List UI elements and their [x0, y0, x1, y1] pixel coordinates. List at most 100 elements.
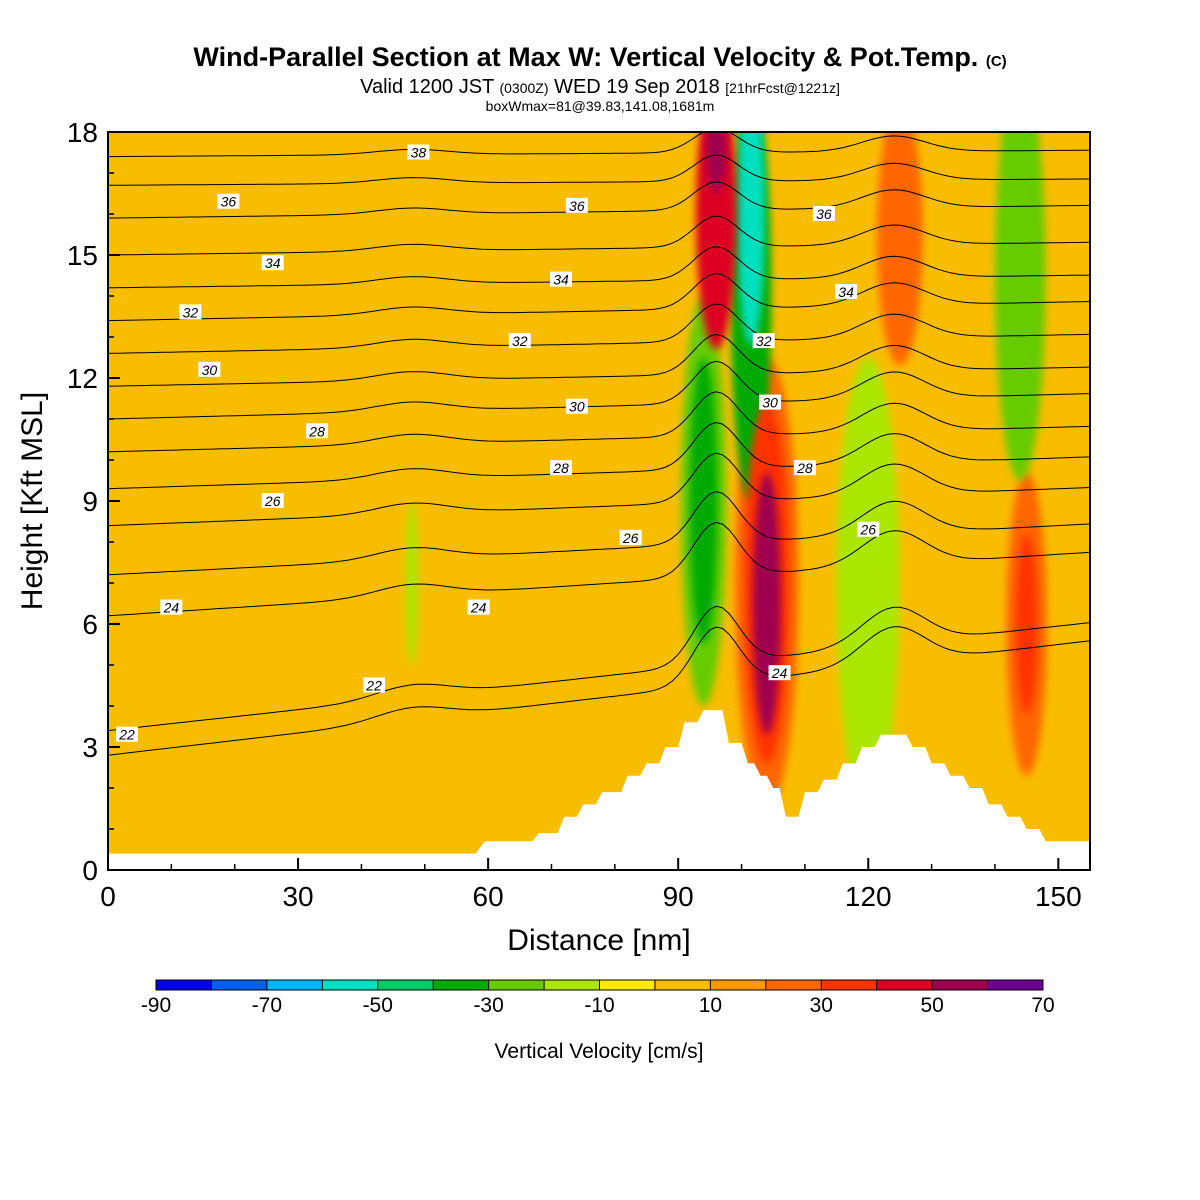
theta-contour-32	[108, 272, 1090, 322]
theta-contour-33	[108, 246, 1090, 289]
x-tick-label-0: 0	[100, 881, 116, 912]
colorbar-swatch-13	[821, 980, 878, 990]
contour-label-text: 24	[163, 600, 180, 616]
contour-label-box	[619, 529, 642, 545]
contour-label-3: 24	[160, 599, 183, 616]
box-wmax-info: boxWmax=81@39.83,141.08,1681m	[485, 98, 715, 114]
contour-label-box	[261, 493, 284, 508]
contour-label-box	[198, 361, 221, 377]
contour-label-text: 32	[756, 333, 772, 349]
terrain	[108, 710, 1090, 870]
theta-contour-27	[108, 421, 1090, 490]
contour-label-text: 22	[118, 727, 135, 743]
contour-label-22: 36	[565, 197, 588, 214]
colorbar-swatch-2	[211, 980, 268, 990]
colorbar-swatch-7	[488, 980, 545, 990]
theta-contour-34	[108, 215, 1090, 256]
contour-label-11: 28	[793, 460, 816, 476]
contour-label-text: 34	[553, 272, 569, 288]
contour-label-box	[812, 206, 835, 221]
contour-label-box	[752, 333, 775, 349]
forecast-info: [21hrFcst@1221z]	[725, 80, 840, 96]
colorbar-label--10: -10	[584, 994, 614, 1017]
velocity-cell-14	[706, 132, 726, 194]
contour-label-5: 24	[768, 665, 791, 681]
colorbar-swatch-15	[932, 980, 989, 990]
colorbar-swatch-8	[544, 980, 600, 990]
velocity-cell-13	[695, 132, 737, 350]
contour-label-text: 30	[202, 362, 218, 378]
velocity-cell-7	[994, 132, 1046, 481]
colorbar-label-50: 50	[920, 994, 943, 1017]
contour-label-21: 36	[217, 193, 240, 210]
theta-contour-31	[108, 303, 1090, 354]
theta-contour-23	[108, 605, 1090, 732]
contour-label-box	[261, 255, 284, 271]
y-tick-label-12: 12	[67, 363, 98, 394]
valid-time-line: Valid 1200 JST (0300Z) WED 19 Sep 2018 […	[0, 77, 1200, 98]
y-tick-label-15: 15	[67, 240, 98, 271]
contour-label-box	[407, 144, 430, 160]
velocity-cell-15	[752, 472, 781, 735]
contour-label-text: 30	[762, 395, 778, 411]
plot-area: 22 22 24 24 24 26 26 26 28 28 28 30 30 30 32 32 32 34 34 34…	[108, 132, 1090, 870]
contour-label-text: 28	[552, 460, 569, 476]
contour-label-16: 32	[508, 333, 531, 349]
y-tick-label-3: 3	[82, 732, 98, 763]
contour-label-box	[217, 193, 240, 209]
theta-contour-35	[108, 181, 1090, 219]
y-tick-label-18: 18	[67, 117, 98, 148]
colorbar-swatch-12	[765, 980, 822, 990]
colorbar-label--90: -90	[141, 994, 171, 1017]
velocity-cell-12	[737, 132, 765, 346]
contour-label-4: 24	[467, 599, 490, 616]
theta-contour-36	[108, 154, 1090, 186]
contour-label-text: 26	[622, 530, 639, 546]
velocity-cell-8	[689, 357, 718, 645]
colorbar-swatch-4	[322, 980, 379, 990]
contour-label-box	[768, 665, 791, 681]
x-tick-label-90: 90	[663, 881, 694, 912]
contour-label-text: 30	[569, 399, 585, 415]
contour-label-box	[565, 197, 588, 213]
colorbar-swatch-3	[266, 980, 323, 990]
velocity-cell-2	[405, 501, 419, 665]
contour-label-text: 36	[816, 206, 832, 222]
colorbar-swatch-11	[710, 980, 767, 990]
valid-time-utc: (0300Z)	[499, 80, 549, 96]
contour-label-8: 26	[857, 521, 880, 538]
theta-contour-30	[108, 333, 1090, 387]
contour-label-text: 24	[470, 600, 487, 616]
colorbar-label-10: 10	[699, 994, 722, 1017]
contour-label-box	[363, 677, 386, 693]
contour-label-2: 22	[363, 677, 386, 694]
contour-label-text: 24	[771, 665, 788, 681]
colorbar-swatch-6	[433, 980, 490, 990]
contour-label-box	[793, 460, 816, 476]
contour-label-box	[549, 460, 572, 476]
chart-title: Wind-Parallel Section at Max W: Vertical…	[0, 42, 1200, 77]
theta-contour-26	[108, 452, 1090, 527]
theta-contour-24	[108, 521, 1090, 617]
contour-label-text: 36	[221, 194, 237, 210]
contour-label-13: 30	[565, 398, 588, 415]
y-axis: 0 3 6 9 12 15 18	[67, 117, 120, 886]
contour-label-23: 36	[812, 206, 835, 222]
contour-label-box	[179, 304, 202, 320]
velocity-cell-6	[877, 132, 923, 366]
contour-label-text: 32	[183, 304, 199, 320]
colorbar: -90 -70 -50 -30 -10 10 30 50 70	[141, 979, 1055, 1017]
contour-labels: 22 22 24 24 24 26 26 26 28 28 28 30 30 30 32 32 32 34 34 34…	[116, 144, 880, 743]
x-tick-label-30: 30	[282, 881, 313, 912]
theta-contour-37	[108, 132, 1090, 158]
y-axis-title: Height [Kft MSL]	[16, 392, 49, 610]
title-block: Wind-Parallel Section at Max W: Vertical…	[0, 42, 1200, 114]
x-axis-title: Distance [nm]	[507, 924, 690, 957]
valid-date: WED 19 Sep 2018	[554, 76, 720, 98]
contour-label-box	[857, 521, 880, 537]
valid-time-local: Valid 1200 JST	[360, 76, 494, 98]
chart-title-main: Wind-Parallel Section at Max W: Vertical…	[193, 42, 979, 72]
contour-label-text: 32	[512, 333, 528, 349]
colorbar-label-30: 30	[810, 994, 833, 1017]
